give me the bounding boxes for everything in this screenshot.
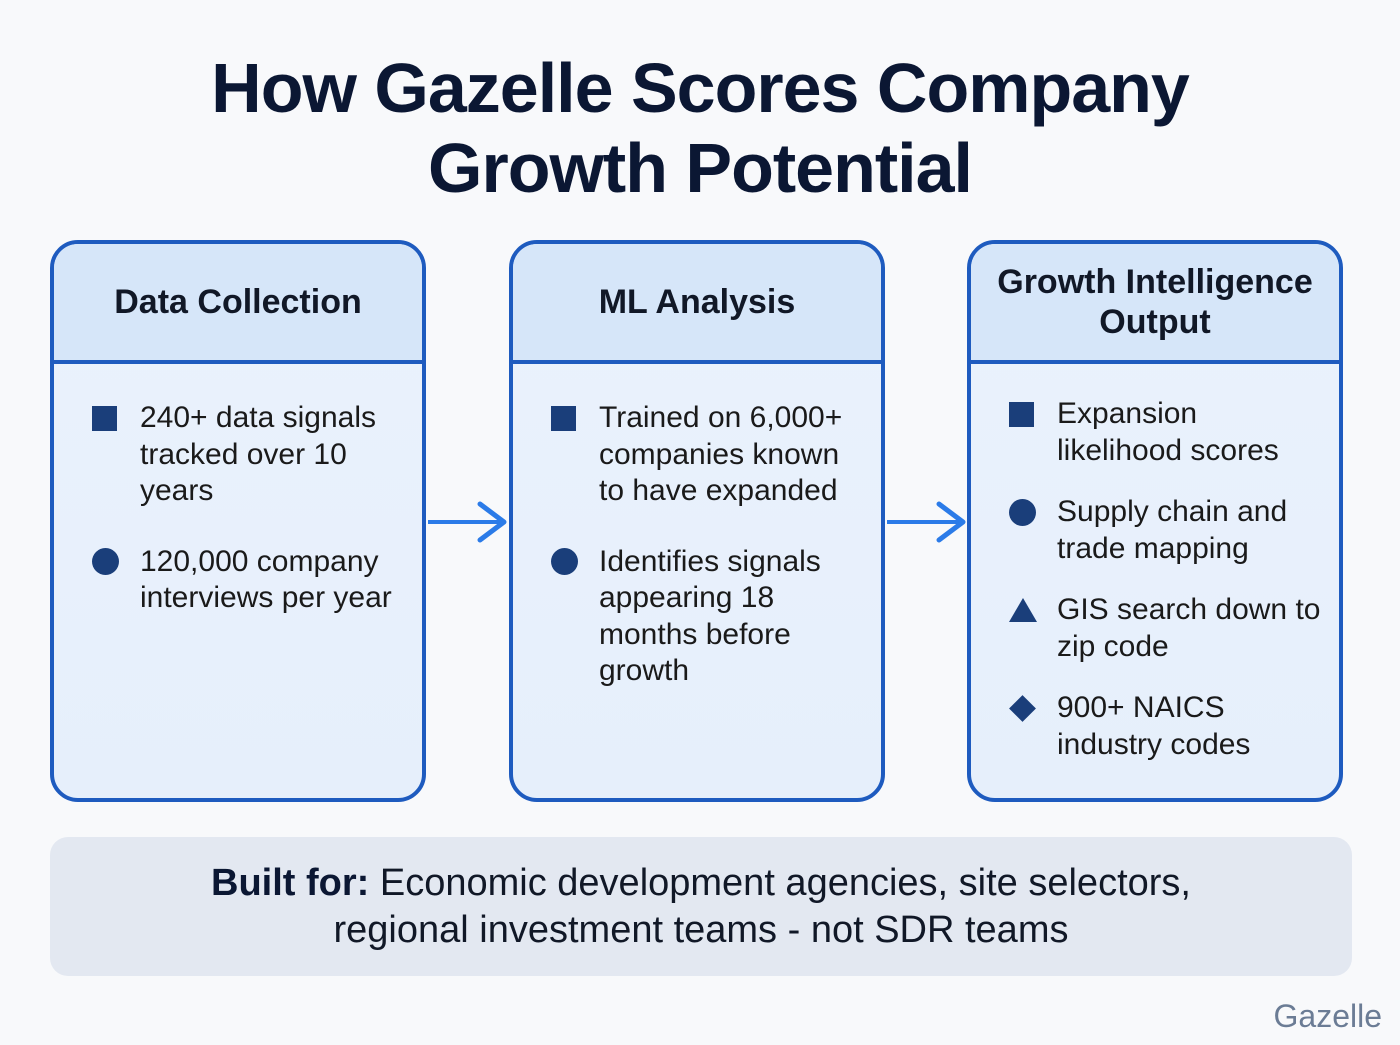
- brand-watermark: Gazelle: [1273, 998, 1383, 1034]
- card-ml-analysis: ML Analysis Trained on 6,000+ companies …: [509, 240, 885, 802]
- circle-bullet-icon: [92, 548, 119, 575]
- audience-banner: Built for: Economic development agencies…: [50, 837, 1352, 976]
- item-text: Expansion likelihood scores: [1057, 397, 1279, 467]
- item-text: 900+ NAICS industry codes: [1057, 691, 1251, 761]
- card-growth-intelligence-output: Growth Intelligence Output Expansion lik…: [967, 240, 1343, 802]
- title-line-2: Growth Potential: [428, 129, 973, 207]
- audience-text: Built for: Economic development agencies…: [181, 860, 1221, 954]
- card-header: Data Collection: [54, 244, 422, 364]
- item-text: Supply chain and trade mapping: [1057, 495, 1288, 565]
- arrow-right-icon: [887, 501, 966, 543]
- card-title: Data Collection: [114, 283, 362, 321]
- circle-bullet-icon: [1009, 498, 1036, 526]
- item-text: Identifies signals appearing 18 months b…: [599, 544, 821, 688]
- card-body: Trained on 6,000+ companies known to hav…: [513, 364, 881, 690]
- triangle-bullet-icon: [1009, 598, 1037, 622]
- card-body: Expansion likelihood scores Supply chain…: [971, 364, 1339, 763]
- item-text: GIS search down to zip code: [1057, 593, 1321, 663]
- list-item: 900+ NAICS industry codes: [1009, 690, 1339, 763]
- square-bullet-icon: [1009, 401, 1034, 427]
- card-header: Growth Intelligence Output: [971, 244, 1339, 364]
- page-title: How Gazelle Scores Company Growth Potent…: [0, 48, 1400, 208]
- card-body: 240+ data signals tracked over 10 years …: [54, 364, 422, 617]
- square-bullet-icon: [551, 405, 576, 431]
- square-bullet-icon: [92, 405, 117, 431]
- item-text: 240+ data signals tracked over 10 years: [140, 401, 377, 507]
- list-item: Trained on 6,000+ companies known to hav…: [551, 400, 881, 510]
- list-item: GIS search down to zip code: [1009, 592, 1339, 665]
- audience-description: Economic development agencies, site sele…: [333, 861, 1191, 951]
- diamond-bullet-icon: [1009, 694, 1036, 722]
- audience-label: Built for:: [211, 861, 370, 904]
- title-line-1: How Gazelle Scores Company: [211, 49, 1190, 127]
- circle-bullet-icon: [551, 548, 578, 575]
- list-item: 120,000 company interviews per year: [92, 544, 422, 617]
- item-text: 120,000 company interviews per year: [140, 544, 392, 615]
- card-title: Growth Intelligence Output: [997, 263, 1313, 341]
- list-item: Supply chain and trade mapping: [1009, 494, 1339, 567]
- list-item: Identifies signals appearing 18 months b…: [551, 544, 881, 690]
- list-item: Expansion likelihood scores: [1009, 396, 1339, 469]
- item-text: Trained on 6,000+ companies known to hav…: [599, 401, 843, 507]
- list-item: 240+ data signals tracked over 10 years: [92, 400, 422, 510]
- card-data-collection: Data Collection 240+ data signals tracke…: [50, 240, 426, 802]
- card-header: ML Analysis: [513, 244, 881, 364]
- arrow-right-icon: [428, 501, 507, 543]
- card-title: ML Analysis: [598, 283, 796, 321]
